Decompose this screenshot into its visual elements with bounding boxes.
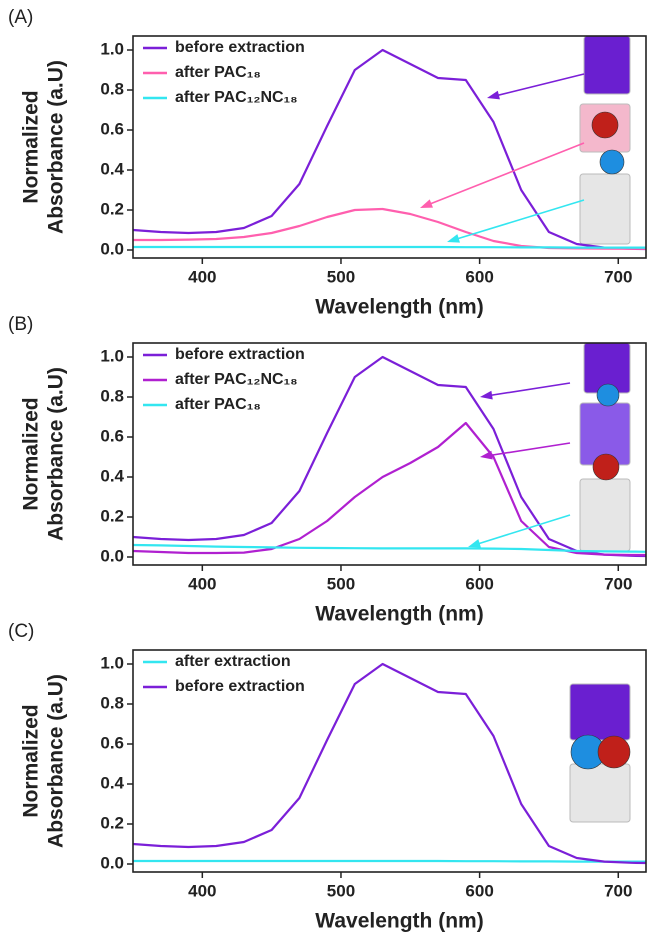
vial-photo: [583, 35, 631, 95]
legend-label: before extraction: [175, 39, 305, 56]
panel-label: (A): [8, 7, 33, 28]
particle-icon: [596, 383, 620, 407]
series-line: [132, 355, 647, 558]
y-tick-label: 0.8: [100, 386, 124, 405]
y-tick-label: 0.0: [100, 853, 124, 872]
x-tick-label: 400: [188, 574, 216, 593]
arrow: [494, 73, 585, 97]
y-tick-label: 0.8: [100, 79, 124, 98]
y-axis-label: Absorbance (a.U): [45, 60, 68, 234]
y-tick-label: 0.2: [100, 813, 124, 832]
arrow-head: [487, 90, 500, 100]
x-tick-label: 700: [604, 881, 632, 900]
series-line: [132, 421, 646, 557]
plot-frame: [132, 35, 647, 259]
legend-label: before extraction: [175, 678, 305, 695]
legend-label: after extraction: [175, 653, 291, 670]
y-tick-label: 0.2: [100, 506, 124, 525]
x-tick-label: 500: [327, 267, 355, 286]
vial-photo: [569, 683, 631, 741]
y-tick-label: 0.6: [100, 119, 124, 138]
x-axis-label: Wavelength (nm): [315, 910, 483, 933]
x-axis-label: Wavelength (nm): [315, 603, 483, 626]
x-tick-label: 600: [465, 574, 493, 593]
x-tick-label: 400: [188, 881, 216, 900]
arrow-head: [480, 390, 493, 400]
x-tick-label: 600: [465, 267, 493, 286]
plot-frame: [132, 649, 647, 873]
y-axis-label: Normalized: [20, 704, 43, 817]
vial-photo: [569, 763, 631, 823]
arrow: [454, 199, 585, 241]
y-tick-label: 0.2: [100, 199, 124, 218]
x-tick-label: 700: [604, 574, 632, 593]
arrow: [487, 442, 571, 457]
y-axis-label: Normalized: [20, 397, 43, 510]
x-tick-label: 700: [604, 267, 632, 286]
y-tick-label: 1.0: [100, 653, 124, 672]
y-tick-label: 1.0: [100, 39, 124, 58]
panel: (C) 0.0 0.2 0.4 0.6 0.8 1.0 400 500 600 700 Wavelen…: [8, 621, 647, 933]
arrow-head: [480, 450, 493, 460]
y-axis-label: Normalized: [20, 90, 43, 203]
y-tick-label: 0.6: [100, 426, 124, 445]
arrow: [487, 382, 571, 397]
series-line: [133, 859, 646, 863]
legend-label: after PAC₁₈: [175, 396, 261, 413]
x-tick-label: 600: [465, 881, 493, 900]
legend-label: after PAC₁₈: [175, 64, 261, 81]
x-tick-label: 500: [327, 574, 355, 593]
vial-photo: [579, 173, 631, 245]
x-axis-label: Wavelength (nm): [315, 296, 483, 319]
arrow-head: [447, 234, 460, 243]
y-tick-label: 0.0: [100, 239, 124, 258]
y-axis-label: Absorbance (a.U): [45, 367, 68, 541]
legend-label: after PAC₁₂NC₁₈: [175, 89, 298, 106]
y-axis-label: Absorbance (a.U): [45, 674, 68, 848]
arrow-head: [420, 199, 433, 208]
x-tick-label: 400: [188, 267, 216, 286]
panel: (B) 0.0 0.2 0.4 0.6 0.8 1.0 400 500 600 700 Wavelen…: [8, 314, 647, 626]
panel: (A) 0.0 0.2 0.4 0.6 0.8 1.0 400 500 600 700 Wavelen…: [8, 7, 647, 319]
series-line: [133, 245, 646, 249]
series-line: [132, 662, 647, 865]
vial-photo: [579, 478, 631, 552]
particle-icon: [599, 149, 625, 175]
legend-label: after PAC₁₂NC₁₈: [175, 371, 298, 388]
panel-label: (C): [8, 621, 34, 642]
arrow: [427, 142, 585, 206]
y-tick-label: 0.0: [100, 546, 124, 565]
y-tick-label: 0.8: [100, 693, 124, 712]
series-line: [133, 207, 646, 250]
x-tick-label: 500: [327, 881, 355, 900]
particle-icon: [592, 453, 620, 481]
y-tick-label: 0.4: [100, 773, 124, 792]
y-tick-label: 0.4: [100, 159, 124, 178]
series-line: [132, 48, 647, 251]
plot-frame: [132, 342, 647, 566]
legend-label: before extraction: [175, 346, 305, 363]
y-tick-label: 1.0: [100, 346, 124, 365]
particle-icon: [597, 735, 631, 769]
particle-icon: [591, 111, 619, 139]
arrow-head: [468, 539, 481, 548]
series-line: [132, 543, 647, 553]
panel-label: (B): [8, 314, 33, 335]
arrow: [475, 514, 571, 546]
y-tick-label: 0.6: [100, 733, 124, 752]
y-tick-label: 0.4: [100, 466, 124, 485]
